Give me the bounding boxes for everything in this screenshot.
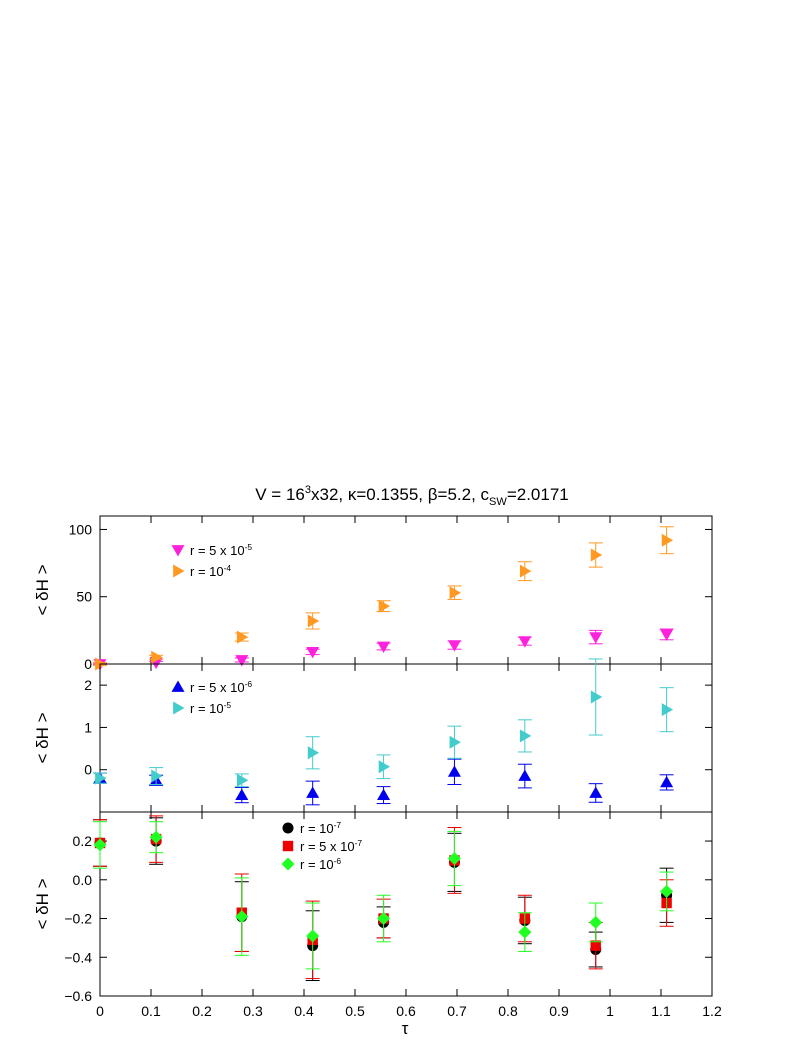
y-tick-label: −0.4 — [64, 949, 92, 965]
y-tick-label: 0 — [84, 656, 92, 672]
data-point — [518, 925, 532, 939]
data-point — [590, 548, 603, 562]
data-point — [589, 632, 603, 644]
chart-title: V = 163​x32, κ=0.1355, β=5.2, cSW​=2.017… — [255, 484, 569, 508]
y-axis-label: < δH > — [33, 564, 52, 615]
series-3 — [93, 821, 674, 970]
data-point — [660, 629, 674, 641]
panel-3: −0.6 −0.4 −0.2 0.0 0.2 < δH > r = 10-7​ r = 5 x… — [33, 811, 713, 1004]
x-tick-label: 0.7 — [447, 1003, 467, 1019]
legend: r = 10-7​ r = 5 x 10-7​ r = 10-6​ — [281, 820, 362, 872]
legend-marker — [171, 545, 185, 557]
data-point — [519, 729, 532, 743]
y-tick-label: 2 — [84, 677, 92, 693]
data-point — [519, 564, 532, 578]
y-axis-label: < δH > — [33, 878, 52, 929]
legend-label: r = 5 x 10-7​ — [300, 838, 362, 854]
x-tick-label: 0.6 — [396, 1003, 416, 1019]
y-tick-label: 1 — [84, 719, 92, 735]
data-point — [660, 775, 674, 788]
x-tick-label: 0.2 — [192, 1003, 212, 1019]
x-tick-label: 0 — [96, 1003, 104, 1019]
legend-marker — [171, 680, 185, 692]
data-point — [518, 636, 532, 648]
legend: r = 5 x 10-6​ r = 10-5​ — [171, 679, 252, 716]
data-point — [518, 769, 532, 781]
data-point — [661, 533, 674, 547]
panels: 0 50 100 < δH > r = 5 x 10-5​ r = 10-4​ 0 1 2 < δ… — [33, 515, 713, 1004]
x-tick-label: 0.1 — [141, 1003, 161, 1019]
x-tick-label: 1.2 — [702, 1003, 722, 1019]
data-point — [307, 746, 320, 760]
legend-marker — [173, 701, 185, 715]
data-point — [447, 640, 461, 652]
data-point — [590, 940, 601, 951]
series-2 — [93, 526, 674, 671]
data-point — [95, 771, 107, 785]
legend-label: r = 10-7​ — [300, 820, 341, 836]
data-point — [589, 915, 603, 929]
data-point — [377, 788, 391, 800]
data-point — [378, 599, 391, 613]
y-tick-label: −0.2 — [64, 911, 92, 927]
data-point — [93, 838, 107, 852]
x-tick-label: 0.3 — [243, 1003, 263, 1019]
data-point — [306, 647, 320, 659]
data-point — [236, 773, 249, 787]
data-point — [151, 769, 163, 783]
data-point — [236, 630, 249, 644]
data-point — [306, 929, 320, 943]
legend-label: r = 10-6​ — [300, 856, 341, 872]
y-axis-label: < δH > — [33, 712, 52, 763]
data-point — [447, 765, 461, 777]
legend-label: r = 5 x 10-6​ — [190, 679, 252, 695]
data-point — [449, 586, 461, 600]
data-point — [307, 614, 320, 628]
legend-label: r = 5 x 10-5​ — [190, 542, 252, 558]
data-point — [149, 830, 163, 844]
data-point — [378, 760, 391, 774]
data-point — [377, 641, 391, 654]
data-point — [235, 788, 249, 800]
x-tick-label: 1.1 — [651, 1003, 671, 1019]
plot-frame — [99, 811, 713, 997]
x-tick-label: 0.9 — [549, 1003, 569, 1019]
data-point — [660, 884, 674, 898]
y-tick-label: −0.6 — [64, 988, 92, 1004]
data-point — [235, 655, 249, 667]
legend-label: r = 10-4​ — [190, 563, 231, 579]
legend-label: r = 10-5​ — [190, 700, 231, 716]
legend-marker — [282, 822, 294, 834]
data-point — [377, 912, 391, 926]
data-point — [235, 910, 249, 924]
legend-marker — [282, 840, 294, 852]
plot-frame — [99, 515, 713, 665]
panel-2: 0 1 2 < δH > r = 5 x 10-6​ r = 10-5​ — [33, 658, 713, 813]
data-point — [306, 786, 320, 798]
data-point — [590, 690, 603, 704]
x-tick-label: 1 — [606, 1003, 614, 1019]
x-tick-label: 0.5 — [345, 1003, 365, 1019]
x-tick-label: 0.8 — [498, 1003, 518, 1019]
data-point — [589, 786, 603, 798]
data-point — [661, 703, 674, 717]
y-tick-label: 100 — [69, 521, 93, 537]
legend-marker — [281, 857, 295, 871]
x-tick-label: 0.4 — [294, 1003, 314, 1019]
y-tick-label: 50 — [76, 589, 92, 605]
x-axis-label: τ — [402, 1019, 409, 1038]
data-point — [447, 851, 461, 865]
legend-marker — [173, 564, 185, 578]
panel-1: 0 50 100 < δH > r = 5 x 10-5​ r = 10-4​ — [33, 515, 713, 672]
y-tick-label: 0.0 — [73, 872, 93, 888]
y-tick-label: 0.2 — [73, 833, 93, 849]
data-point — [449, 735, 461, 749]
series-2 — [93, 658, 674, 788]
y-tick-label: 0 — [84, 762, 92, 778]
data-point — [151, 650, 163, 664]
legend: r = 5 x 10-5​ r = 10-4​ — [171, 542, 252, 579]
x-axis-ticks: 0 0.1 0.2 0.3 0.4 0.5 0.6 0.7 0.8 0.9 1 1.1 1.2 — [96, 1003, 722, 1019]
